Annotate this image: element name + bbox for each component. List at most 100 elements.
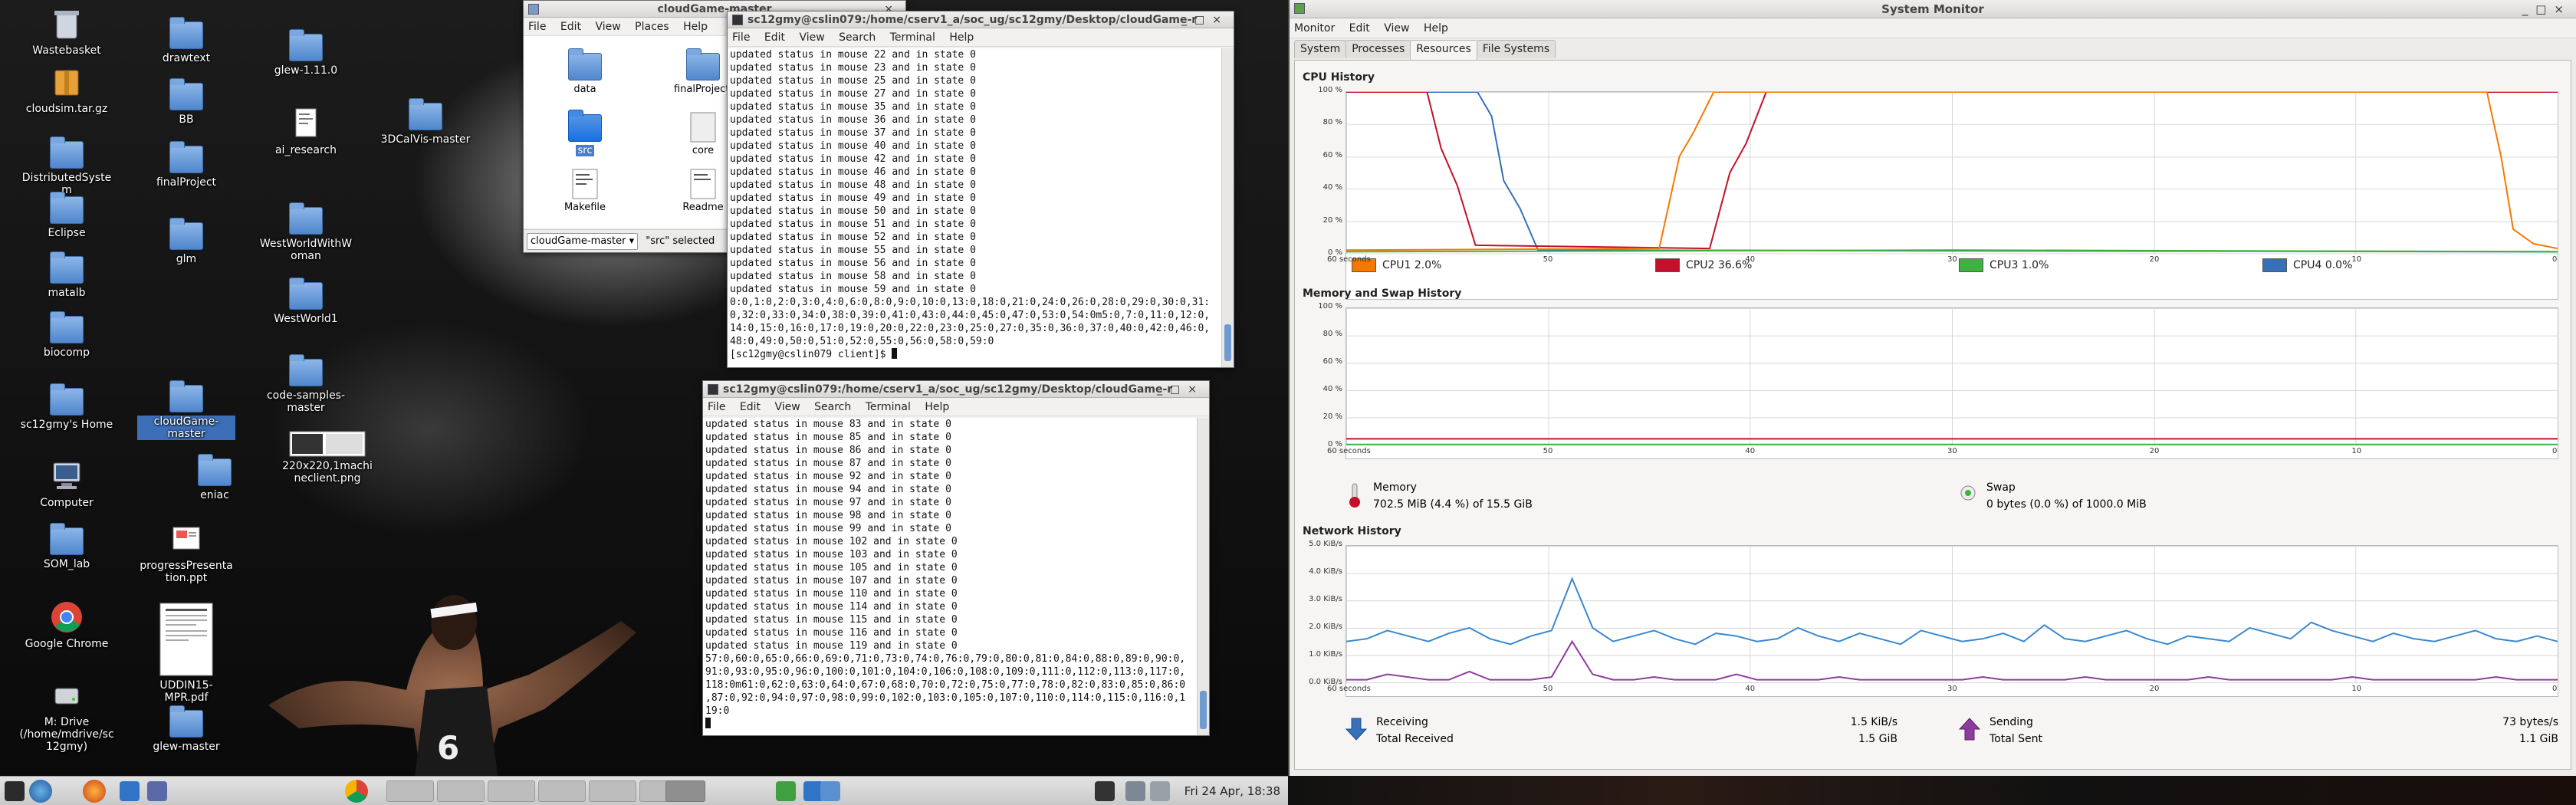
taskbar-button-terminal-1[interactable] <box>386 780 434 802</box>
desktop-icon-westworld1[interactable]: WestWorld1 <box>256 276 356 325</box>
workspace-switcher[interactable] <box>665 780 705 802</box>
memory-pie-icon[interactable] <box>1346 482 1364 510</box>
desktop-icon-matalb[interactable]: matalb <box>17 250 117 299</box>
desktop-icon-google-chrome[interactable]: Google Chrome <box>17 600 117 650</box>
menu-edit[interactable]: Edit <box>739 401 761 413</box>
tab-system[interactable]: System <box>1294 40 1347 58</box>
menu-monitor[interactable]: Monitor <box>1294 22 1336 34</box>
menu-search[interactable]: Search <box>839 31 876 44</box>
speaker-icon[interactable] <box>1150 781 1170 801</box>
terminal-1-output[interactable]: updated status in mouse 22 and in state … <box>728 48 1221 367</box>
firefox-icon[interactable] <box>83 780 106 803</box>
terminal-2-titlebar[interactable]: sc12gmy@cslin079:/home/cserv1_a/soc_ug/s… <box>703 381 1209 398</box>
menu-view[interactable]: View <box>799 31 825 44</box>
system-monitor-titlebar[interactable]: System Monitor _□× <box>1290 0 2576 18</box>
terminal-cursor <box>705 718 711 728</box>
swap-pie-icon[interactable] <box>1959 484 1977 502</box>
desktop-icon-som-lab[interactable]: SOM_lab <box>17 521 117 570</box>
taskbar-button-editor[interactable] <box>538 780 586 802</box>
desktop-icon-code-samples-master[interactable]: code-samples-master <box>256 353 356 414</box>
taskbar-button-terminal-2[interactable] <box>437 780 485 802</box>
browser-icon[interactable] <box>29 780 52 803</box>
window-controls[interactable]: _□× <box>2522 2 2571 16</box>
desktop-icon-ai-research[interactable]: ai_research <box>256 106 356 156</box>
menu-file[interactable]: File <box>528 21 547 33</box>
menu-edit[interactable]: Edit <box>764 31 786 44</box>
terminal-2-output[interactable]: updated status in mouse 83 and in state … <box>703 418 1197 735</box>
menu-terminal[interactable]: Terminal <box>865 401 911 413</box>
x-tick-label: 20 <box>2149 255 2160 264</box>
desktop-icon-glew-master[interactable]: glew-master <box>136 704 236 753</box>
tab-file-systems[interactable]: File Systems <box>1476 40 1556 58</box>
menu-edit[interactable]: Edit <box>1349 22 1370 34</box>
menu-file[interactable]: File <box>708 401 726 413</box>
tab-resources[interactable]: Resources <box>1410 40 1477 60</box>
fm-item-data[interactable]: data <box>554 47 616 95</box>
display-tray-icon[interactable] <box>1095 781 1115 801</box>
fm-item-src[interactable]: src <box>554 108 616 156</box>
menu-file[interactable]: File <box>732 31 751 44</box>
desktop-icon-eclipse[interactable]: Eclipse <box>17 190 117 239</box>
menu-help[interactable]: Help <box>683 21 708 33</box>
desktop-icon-glew-1-11[interactable]: glew-1.11.0 <box>256 28 356 77</box>
desktop-icon-uddin15-pdf[interactable]: UDDIN15-MPR.pdf <box>136 603 236 704</box>
terminal-line: updated status in mouse 37 and in state … <box>730 127 976 139</box>
menu-help[interactable]: Help <box>949 31 974 44</box>
desktop-icon-biocomp[interactable]: biocomp <box>17 310 117 359</box>
desktop-icon-3dcalvis-master[interactable]: 3DCalVis-master <box>376 97 475 146</box>
sending-arrow-icon[interactable] <box>1959 717 1980 741</box>
desktop-icon-progress-presentation[interactable]: progressPresentation.ppt <box>136 521 236 584</box>
desktop-icon-bb[interactable]: BB <box>136 77 236 126</box>
path-combo[interactable]: cloudGame-master ▾ <box>527 233 639 250</box>
tab-processes[interactable]: Processes <box>1346 40 1411 58</box>
desktop-icon-home[interactable]: sc12gmy's Home <box>17 382 117 431</box>
menu-view[interactable]: View <box>1384 22 1410 34</box>
menu-terminal[interactable]: Terminal <box>889 31 935 44</box>
runner-icon[interactable] <box>776 781 796 801</box>
terminal-2-scrollbar[interactable] <box>1197 418 1209 735</box>
desktop-icon-eniac[interactable]: eniac <box>165 452 264 501</box>
window-controls[interactable]: _□× <box>1181 14 1229 26</box>
desktop-icon-cloudsim[interactable]: cloudsim.tar.gz <box>17 64 117 115</box>
desktop-icon-westworldwithwoman[interactable]: WestWorldWithWoman <box>256 201 356 262</box>
desktop-icon-cloudgame-master[interactable]: cloudGame-master <box>136 379 236 440</box>
desktop-icon-distributedsystem[interactable]: DistributedSystem <box>17 135 117 196</box>
desktop-icon-wastebasket[interactable]: Wastebasket <box>17 6 117 57</box>
settings-icon[interactable] <box>120 781 140 801</box>
clock[interactable]: Fri 24 Apr, 18:38 <box>1184 784 1280 798</box>
desktop-icon-m-drive[interactable]: M: Drive (/home/mdrive/sc12gmy) <box>17 678 117 753</box>
terminal-line: updated status in mouse 105 and in state… <box>705 562 958 573</box>
cpu1-swatch[interactable] <box>1352 258 1376 272</box>
file-tray-icon[interactable] <box>820 781 840 801</box>
menu-help[interactable]: Help <box>925 401 950 413</box>
network-tray-icon[interactable] <box>803 781 823 801</box>
receiving-arrow-icon[interactable] <box>1346 717 1367 741</box>
cpu3-swatch[interactable] <box>1959 258 1983 272</box>
taskbar-button-terminal-3[interactable] <box>488 780 535 802</box>
fm-item-readme[interactable]: Readme <box>666 165 740 213</box>
taskbar-button-file-manager[interactable] <box>589 780 636 802</box>
desktop-icon-machine-client-png[interactable]: 220x220,1machineclient.png <box>278 431 377 485</box>
window-controls[interactable]: _□× <box>1157 383 1204 396</box>
cpu2-swatch[interactable] <box>1655 258 1680 272</box>
desktop-icon-drawtext[interactable]: drawtext <box>136 15 236 64</box>
cpu4-swatch[interactable] <box>2262 258 2287 272</box>
desktop-icon-glm[interactable]: glm <box>136 216 236 265</box>
fm-item-makefile[interactable]: Makefile <box>554 165 616 213</box>
terminal-1-titlebar[interactable]: sc12gmy@cslin079:/home/cserv1_a/soc_ug/s… <box>728 12 1234 28</box>
chrome-taskbar-icon[interactable] <box>345 780 368 803</box>
menu-help[interactable]: Help <box>1423 22 1448 34</box>
desktop-icon-computer[interactable]: Computer <box>17 458 117 509</box>
fm-item-finalproject[interactable]: finalProjecti <box>666 47 740 95</box>
terminal-1-scrollbar[interactable] <box>1221 48 1234 367</box>
desktop-icon-finalproject[interactable]: finalProject <box>136 140 236 189</box>
help-icon[interactable] <box>147 781 167 801</box>
volume-icon[interactable] <box>1125 781 1145 801</box>
menu-places[interactable]: Places <box>635 21 669 33</box>
fm-item-core[interactable]: core <box>666 108 740 156</box>
menu-view[interactable]: View <box>774 401 800 413</box>
menu-search[interactable]: Search <box>814 401 852 413</box>
menu-view[interactable]: View <box>595 21 621 33</box>
applications-menu-icon[interactable] <box>5 781 25 801</box>
menu-edit[interactable]: Edit <box>560 21 582 33</box>
